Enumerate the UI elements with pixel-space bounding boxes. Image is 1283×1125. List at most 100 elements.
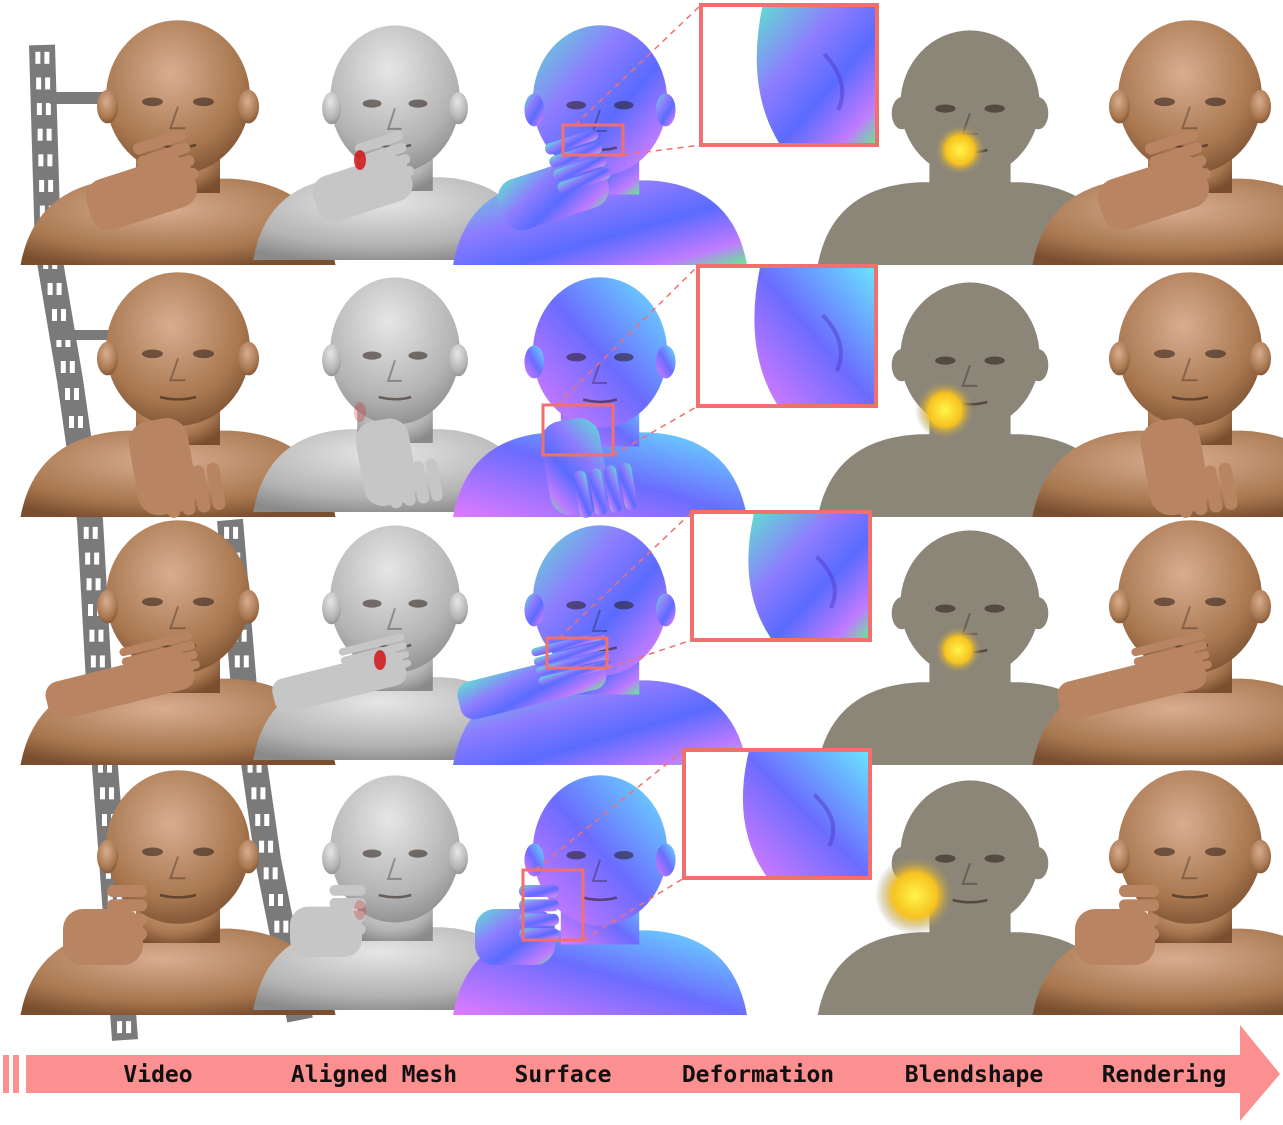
video-hand-finger	[191, 465, 211, 513]
film-hole	[86, 578, 92, 591]
zoom-inset-frame	[699, 3, 879, 147]
zoom-source-box	[541, 403, 615, 457]
blendshape-head-eye	[935, 356, 956, 365]
render-head-eye	[1154, 97, 1175, 107]
video-head-eye	[193, 349, 214, 359]
activation-hotspot	[875, 855, 955, 935]
render-hand	[1075, 885, 1159, 965]
video-head-skull	[106, 272, 250, 426]
arrow-body	[26, 1025, 1280, 1121]
film-hole	[88, 604, 93, 616]
deformation-inset	[684, 750, 870, 878]
blendshape-head-eye	[984, 854, 1005, 863]
render-head-bust	[1032, 178, 1283, 265]
render-head-ear	[1250, 89, 1271, 124]
mesh-head-ear	[449, 344, 468, 377]
film-hole	[117, 1021, 123, 1034]
render-hand	[1097, 129, 1211, 231]
film-hole	[126, 1021, 132, 1034]
mesh-head-ear	[449, 842, 468, 875]
mesh-head-eye	[408, 351, 428, 360]
video-hand-palm	[85, 156, 198, 231]
stage-label-rendering: Rendering	[1102, 1062, 1227, 1088]
video-hand-finger	[119, 631, 193, 657]
mesh-hand-finger	[329, 910, 366, 922]
render-head-ear	[1109, 839, 1130, 874]
mesh-head-nose	[386, 107, 402, 130]
film-hole	[98, 629, 104, 642]
render-head-mouth	[1171, 893, 1209, 899]
film-hole	[102, 814, 107, 826]
contact-mark	[354, 150, 366, 170]
surface-hand-finger	[588, 468, 608, 516]
pipeline-rows	[20, 3, 1283, 1015]
contact-mark	[354, 402, 366, 422]
zoom-guide-line	[622, 144, 702, 156]
render-head-nose	[1181, 106, 1198, 130]
mesh-hand-finger	[425, 458, 443, 502]
blendshape-head-ear	[891, 349, 912, 382]
surface-hand-finger	[603, 465, 623, 513]
surface-hand-finger	[519, 885, 559, 897]
video-head-eye	[142, 597, 163, 607]
render-hand-finger	[1138, 660, 1212, 686]
video-hand	[63, 885, 147, 965]
film-hole	[278, 894, 283, 906]
render-head-ear	[1250, 839, 1271, 874]
render-hand-finger	[1157, 168, 1211, 193]
surface-head-eye	[566, 352, 586, 362]
blendshape-head-eye	[935, 604, 956, 613]
render-head-ear	[1109, 89, 1130, 124]
mesh-hand-finger	[329, 923, 366, 935]
surface-hand	[540, 418, 638, 518]
activation-hotspot	[934, 626, 982, 674]
render-hand-finger	[1119, 928, 1159, 941]
surface-hand-finger	[519, 913, 559, 926]
film-hole	[89, 629, 95, 642]
film-hole	[61, 309, 66, 321]
surface-head-ear	[524, 345, 544, 379]
blendshape-head-eye	[984, 356, 1005, 365]
mesh-hand-finger	[340, 642, 407, 665]
rendering-frame	[1032, 272, 1283, 518]
surface-head-eye	[614, 850, 634, 860]
video-head-ear	[238, 341, 259, 376]
video-frame	[20, 20, 336, 265]
film-hole	[78, 416, 83, 428]
film-hole	[255, 814, 261, 826]
surface-head-ear	[524, 93, 544, 127]
surface-head-skull	[532, 775, 668, 926]
video-hand-finger	[107, 928, 147, 941]
video-hand-finger	[107, 885, 147, 897]
video-head-ear	[238, 89, 259, 124]
surface-head-ear	[524, 593, 544, 627]
video-hand-finger	[145, 168, 199, 193]
film-hole	[269, 894, 274, 906]
video-head-eye	[142, 349, 163, 359]
mesh-hand	[272, 633, 412, 713]
mesh-head-skull	[330, 25, 460, 173]
video-head-nose	[169, 606, 186, 630]
mesh-hand-finger	[385, 465, 403, 509]
mesh-head-ear	[449, 92, 468, 125]
aligned-mesh-frame	[253, 775, 537, 1010]
video-hand-finger	[133, 129, 187, 155]
blendshape-head-mouth	[952, 898, 988, 904]
film-hole	[52, 309, 57, 321]
mesh-hand-finger	[398, 463, 416, 506]
render-hand	[1140, 418, 1238, 518]
mesh-head-mouth	[378, 893, 412, 899]
inset-crease	[812, 793, 836, 847]
render-head-eye	[1154, 349, 1175, 359]
render-hand-finger	[1119, 913, 1159, 926]
render-head-ear	[1250, 589, 1271, 624]
video-head-nose	[169, 106, 186, 130]
render-hand-palm	[1097, 156, 1210, 231]
film-hole	[92, 526, 98, 539]
inset-crease	[821, 313, 843, 372]
mesh-head-ear	[322, 92, 341, 125]
contact-mark	[374, 650, 386, 670]
contact-mark	[354, 900, 366, 920]
film-hole	[260, 787, 266, 800]
video-hand	[128, 418, 226, 518]
